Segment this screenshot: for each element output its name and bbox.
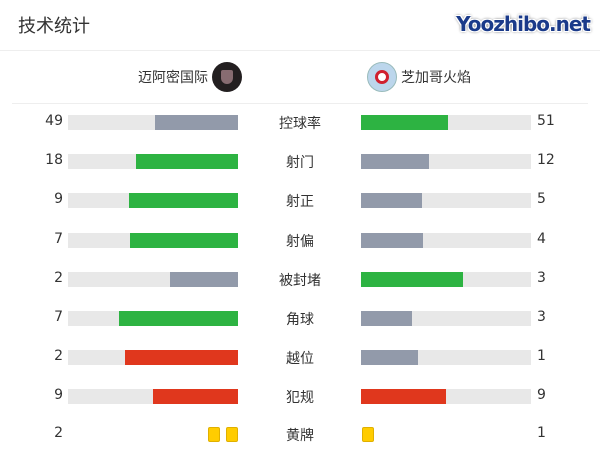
- away-bar-track: [361, 389, 531, 405]
- away-bar-track: [361, 311, 531, 326]
- home-value: 2: [54, 269, 63, 286]
- away-team-name: 芝加哥火焰: [401, 70, 471, 86]
- away-value: 3: [537, 309, 546, 325]
- home-bar-fill: [154, 115, 238, 130]
- away-value: 1: [537, 348, 546, 365]
- home-value: 2: [54, 425, 63, 441]
- home-bar-fill: [153, 389, 238, 405]
- away-bar-fill: [361, 154, 429, 170]
- home-value: 7: [54, 309, 63, 325]
- stat-row: 9 犯规 9: [0, 387, 600, 407]
- watermark: Yoozhibo.net: [456, 12, 591, 36]
- home-bar-track: [68, 193, 238, 209]
- stat-label: 越位: [286, 351, 314, 368]
- home-bar-track: [68, 271, 238, 287]
- away-value: 12: [537, 152, 555, 169]
- home-value: 18: [45, 152, 63, 169]
- away-bar-fill: [361, 389, 446, 405]
- home-team[interactable]: 迈阿密国际: [138, 62, 242, 92]
- inter-miami-logo-icon: [212, 62, 242, 92]
- home-value: 9: [54, 387, 63, 404]
- home-bar-track: [68, 115, 238, 130]
- home-bar-fill: [119, 311, 238, 326]
- stat-row: 18 射门 12: [0, 152, 600, 172]
- divider: [0, 50, 600, 51]
- stat-row: 49 控球率 51: [0, 113, 600, 132]
- home-bar-track: [68, 389, 238, 405]
- away-bar-track: [361, 115, 531, 130]
- stat-label: 被封堵: [279, 272, 321, 289]
- chicago-fire-logo-icon: [367, 62, 397, 92]
- away-value: 9: [537, 387, 546, 404]
- home-bar-track: [68, 154, 238, 170]
- away-bar-track: [361, 154, 531, 170]
- home-bar-fill: [124, 350, 238, 366]
- away-value: 3: [537, 269, 546, 286]
- yellow-card-icon: [362, 427, 374, 442]
- away-value: 5: [537, 191, 546, 208]
- yellow-card-icon: [226, 427, 238, 442]
- home-bar-fill: [170, 271, 238, 287]
- stat-label: 黄牌: [286, 428, 314, 444]
- away-bar-fill: [361, 115, 448, 130]
- yellow-card-icon: [208, 427, 220, 442]
- away-bar-fill: [361, 232, 423, 248]
- away-bar-track: [361, 350, 531, 366]
- home-bar-track: [68, 350, 238, 366]
- away-value: 1: [537, 425, 546, 441]
- home-value: 49: [45, 113, 63, 129]
- home-value: 9: [54, 191, 63, 208]
- divider: [12, 103, 588, 104]
- stat-row: 2 越位 1: [0, 348, 600, 368]
- away-team[interactable]: 芝加哥火焰: [367, 62, 471, 92]
- home-team-name: 迈阿密国际: [138, 70, 208, 86]
- away-bar-fill: [361, 350, 418, 366]
- stat-row: 9 射正 5: [0, 191, 600, 211]
- stat-label: 角球: [286, 312, 314, 328]
- stat-label: 射正: [286, 194, 314, 211]
- home-bar-fill: [129, 232, 238, 248]
- away-bar-track: [361, 271, 531, 287]
- away-bar-fill: [361, 311, 412, 326]
- stat-row: 7 射偏 4: [0, 230, 600, 250]
- away-bar-track: [361, 232, 531, 248]
- home-bar-fill: [128, 193, 238, 209]
- stat-label: 射门: [286, 155, 314, 172]
- away-bar-fill: [361, 193, 422, 209]
- home-value: 2: [54, 348, 63, 365]
- home-bar-track: [68, 232, 238, 248]
- home-bar-track: [68, 311, 238, 326]
- home-bar-fill: [136, 154, 238, 170]
- away-bar-track: [361, 193, 531, 209]
- stat-label: 射偏: [286, 233, 314, 250]
- away-bar-fill: [361, 271, 463, 287]
- stat-row: 7 角球 3: [0, 309, 600, 328]
- away-value: 51: [537, 113, 555, 129]
- stat-row-yellow-cards: 2 黄牌 1: [0, 425, 600, 444]
- away-value: 4: [537, 230, 546, 247]
- stat-row: 2 被封堵 3: [0, 269, 600, 289]
- stat-label: 犯规: [286, 390, 314, 407]
- home-value: 7: [54, 230, 63, 247]
- section-title: 技术统计: [18, 16, 90, 37]
- stat-label: 控球率: [279, 116, 321, 132]
